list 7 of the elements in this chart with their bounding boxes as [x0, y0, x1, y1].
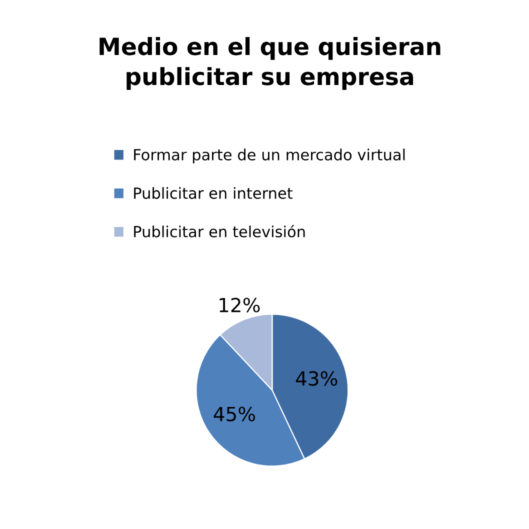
data-label: 43%	[296, 371, 338, 386]
data-label: 12%	[220, 298, 260, 312]
legend-label: Formar parte de un mercado virtual	[134, 148, 405, 164]
legend-label: Publicitar en internet	[134, 187, 293, 199]
chart-title: Medio en el que quisieran publicitar su empresa	[100, 37, 440, 90]
legend-label: Publicitar en televisión	[134, 224, 305, 238]
data-label: 45%	[214, 406, 256, 422]
